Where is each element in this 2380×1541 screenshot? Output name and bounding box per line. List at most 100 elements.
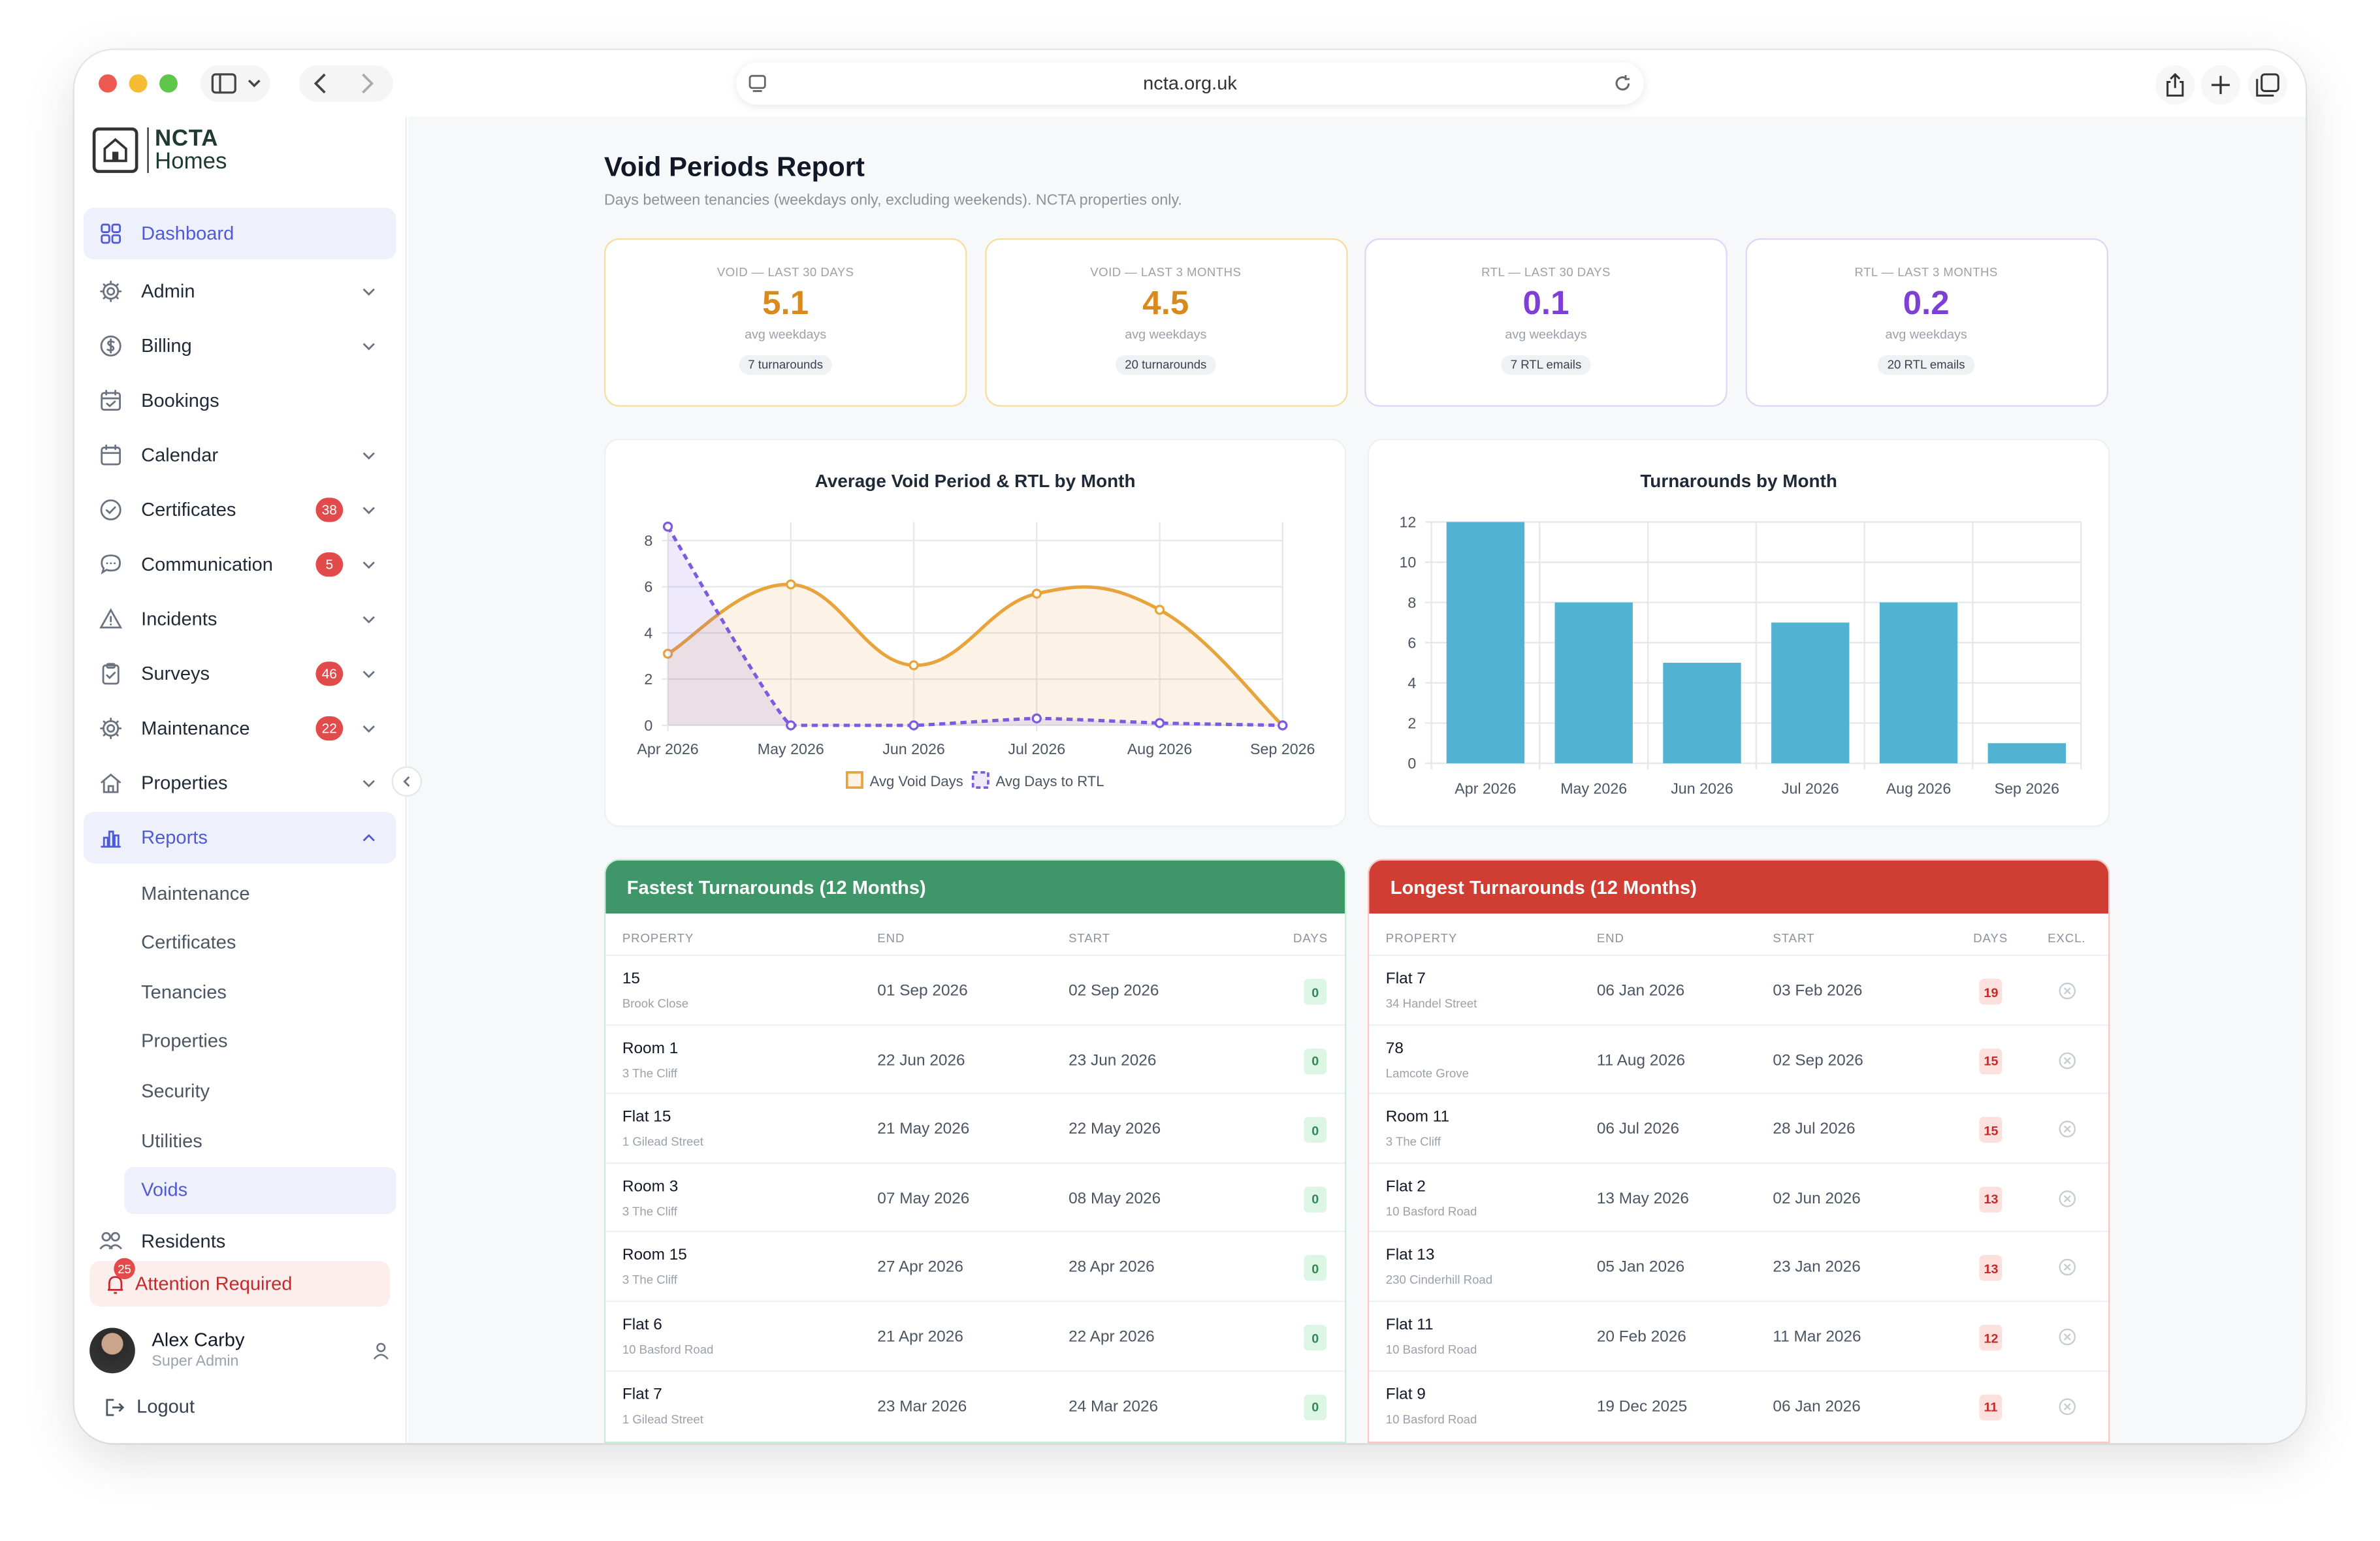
collapse-sidebar-button[interactable] <box>391 766 423 797</box>
table-row[interactable]: 15 Brook Close 01 Sep 2026 02 Sep 2026 0 <box>605 954 1345 1024</box>
property-address: 34 Handel Street <box>1385 996 1477 1011</box>
reports-subitem-tenancies[interactable]: Tenancies <box>141 981 227 1003</box>
bar[interactable] <box>1663 663 1741 763</box>
exclude-icon[interactable] <box>2058 1259 2076 1277</box>
close-window-button[interactable] <box>99 74 117 93</box>
chevron-down-icon[interactable] <box>360 774 378 792</box>
avg-void-days-point[interactable] <box>1154 605 1165 615</box>
kpi-unit: avg weekdays <box>1885 326 1967 342</box>
share-button[interactable] <box>2155 65 2195 105</box>
property-name: Flat 7 <box>1385 970 1426 988</box>
legend-swatch[interactable] <box>971 771 989 789</box>
sidebar-item-communication[interactable]: Communication 5 <box>84 539 396 590</box>
user-icon[interactable] <box>372 1341 390 1359</box>
avg-days-to-rtl-point[interactable] <box>909 720 919 731</box>
sidebar-item-maintenance[interactable]: Maintenance 22 <box>84 703 396 754</box>
reports-subitem-voids[interactable]: Voids <box>124 1166 396 1214</box>
table-row[interactable]: Room 11 3 The Cliff 06 Jul 2026 28 Jul 2026… <box>1369 1092 2109 1162</box>
chevron-down-icon[interactable] <box>360 282 378 300</box>
chevron-down-icon[interactable] <box>360 720 378 738</box>
legend-label[interactable]: Avg Days to RTL <box>996 773 1104 789</box>
sidebar-item-reports[interactable]: Reports <box>83 812 396 864</box>
minimize-window-button[interactable] <box>129 74 148 93</box>
back-icon[interactable] <box>314 73 326 94</box>
table-row[interactable]: Flat 11 10 Basford Road 20 Feb 2026 11 Mar … <box>1369 1300 2109 1370</box>
maximize-window-button[interactable] <box>159 74 178 93</box>
sidebar-item-calendar[interactable]: Calendar <box>84 430 396 481</box>
table-row[interactable]: Flat 7 1 Gilead Street 23 Mar 2026 24 Mar 2… <box>605 1369 1345 1439</box>
bar[interactable] <box>1554 602 1633 763</box>
avg-days-to-rtl-point[interactable] <box>662 521 673 532</box>
forward-icon[interactable] <box>362 73 374 94</box>
reload-icon[interactable] <box>1613 74 1632 93</box>
avg-void-days-point[interactable] <box>909 660 919 671</box>
property-name: Flat 9 <box>1385 1384 1426 1403</box>
table-row[interactable]: Flat 13 230 Cinderhill Road 05 Jan 2026 23 … <box>1369 1231 2109 1301</box>
sidebar-item-billing[interactable]: Billing <box>84 320 396 372</box>
legend-swatch[interactable] <box>845 771 863 789</box>
bar[interactable] <box>1987 743 2066 763</box>
property-name: Flat 15 <box>622 1107 671 1126</box>
avg-days-to-rtl-point[interactable] <box>786 720 796 731</box>
property-address: 10 Basford Road <box>1385 1204 1477 1218</box>
table-row[interactable]: Room 15 3 The Cliff 27 Apr 2026 28 Apr 2026… <box>605 1231 1345 1301</box>
exclude-icon[interactable] <box>2058 1120 2076 1139</box>
reports-subitem-security[interactable]: Security <box>141 1080 210 1102</box>
sidebar-toggle-button[interactable] <box>200 65 270 102</box>
chevron-down-icon[interactable] <box>360 446 378 464</box>
chevron-down-icon[interactable] <box>360 556 378 574</box>
exclude-icon[interactable] <box>2058 1397 2076 1415</box>
avg-void-days-point[interactable] <box>786 579 796 590</box>
sidebar-item-incidents[interactable]: Incidents <box>84 594 396 645</box>
exclude-icon[interactable] <box>2058 1190 2076 1208</box>
avg-void-days-point[interactable] <box>1031 588 1042 599</box>
table-row[interactable]: 78 Lamcote Grove 11 Aug 2026 02 Sep 2026 15 <box>1369 1023 2109 1093</box>
reports-subitem-certificates[interactable]: Certificates <box>141 932 236 953</box>
table-row[interactable]: Flat 7 34 Handel Street 06 Jan 2026 03 Feb … <box>1369 954 2109 1024</box>
chevron-up-icon[interactable] <box>360 829 378 847</box>
home-icon <box>101 773 121 793</box>
table-row[interactable]: Room 1 3 The Cliff 22 Jun 2026 23 Jun 2026 0 <box>605 1023 1345 1093</box>
table-row[interactable]: Flat 9 10 Basford Road 19 Dec 2025 06 Jan 2… <box>1369 1369 2109 1439</box>
legend-label[interactable]: Avg Void Days <box>870 773 963 789</box>
sidebar-item-admin[interactable]: Admin <box>84 266 396 317</box>
avg-days-to-rtl-point[interactable] <box>1278 720 1288 731</box>
bar[interactable] <box>1446 522 1525 763</box>
table-row[interactable]: Flat 15 1 Gilead Street 21 May 2026 22 May … <box>605 1092 1345 1162</box>
tabs-icon <box>2256 73 2279 97</box>
ncta-logo[interactable]: NCTA Homes <box>92 127 227 173</box>
sidebar-item-dashboard[interactable]: Dashboard <box>83 208 396 260</box>
table-row[interactable]: Room 3 3 The Cliff 07 May 2026 08 May 2026 0 <box>605 1162 1345 1231</box>
bar[interactable] <box>1879 602 1958 763</box>
avg-void-days-point[interactable] <box>662 648 673 659</box>
exclude-icon[interactable] <box>2058 1327 2076 1346</box>
logout-button[interactable]: Logout <box>105 1391 195 1422</box>
table-row[interactable]: Flat 2 10 Basford Road 13 May 2026 02 Jun 2… <box>1369 1162 2109 1231</box>
chevron-down-icon[interactable] <box>360 665 378 683</box>
sidebar-item-certificates[interactable]: Certificates 38 <box>84 484 396 535</box>
chevron-down-icon[interactable] <box>360 501 378 519</box>
chevron-down-icon[interactable] <box>360 610 378 628</box>
sidebar-item-bookings[interactable]: Bookings <box>84 375 396 426</box>
address-bar[interactable]: ncta.org.uk <box>736 62 1644 105</box>
sidebar-item-properties[interactable]: Properties <box>84 757 396 809</box>
sidebar-item-residents[interactable]: Residents <box>84 1218 396 1264</box>
reports-subitem-utilities[interactable]: Utilities <box>141 1130 202 1151</box>
table-row[interactable]: Flat 6 10 Basford Road 21 Apr 2026 22 Apr 2… <box>605 1300 1345 1370</box>
user-profile[interactable]: Alex Carby Super Admin <box>89 1325 393 1376</box>
chevron-down-icon[interactable] <box>360 337 378 355</box>
avg-days-to-rtl-point[interactable] <box>1031 713 1042 723</box>
new-tab-button[interactable] <box>2200 65 2241 105</box>
avg-days-to-rtl-point[interactable] <box>1154 718 1165 729</box>
bar[interactable] <box>1771 622 1850 763</box>
page-menu-icon[interactable] <box>748 74 767 93</box>
reports-subitem-properties[interactable]: Properties <box>141 1030 228 1053</box>
reports-subitem-maintenance[interactable]: Maintenance <box>141 882 250 904</box>
attention-required-button[interactable]: 25 Attention Required <box>89 1258 391 1307</box>
tab-overview-button[interactable] <box>2247 65 2288 105</box>
fastest-table-header: Fastest Turnarounds (12 Months) <box>605 860 1345 914</box>
main-content: Void Periods Report Days between tenanci… <box>408 116 2306 1444</box>
sidebar-item-surveys[interactable]: Surveys 46 <box>84 648 396 699</box>
exclude-icon[interactable] <box>2058 982 2076 1000</box>
exclude-icon[interactable] <box>2058 1051 2076 1070</box>
